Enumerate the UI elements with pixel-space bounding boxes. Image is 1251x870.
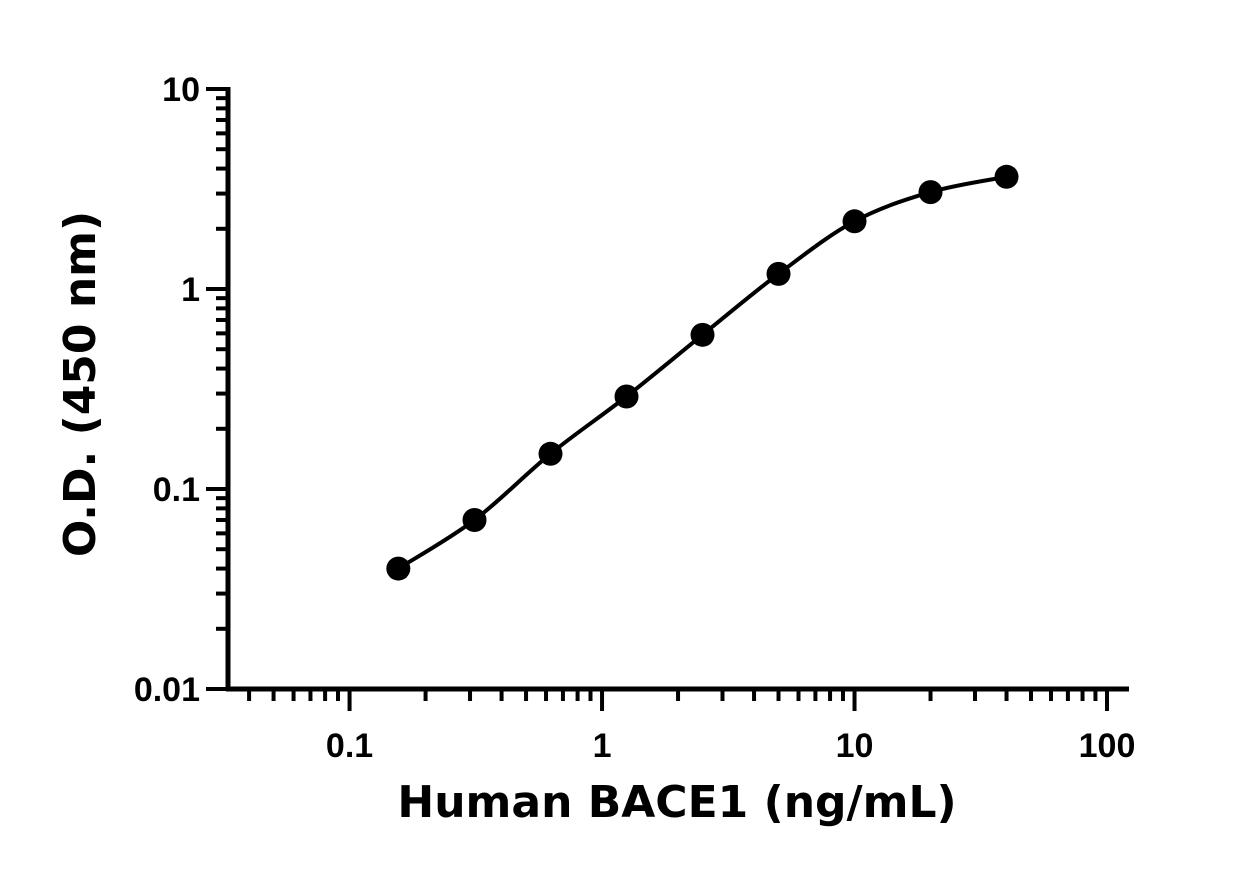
data-point xyxy=(690,322,715,347)
y-axis-title: O.D. (450 nm) xyxy=(55,211,106,557)
y-tick-label: 0.1 xyxy=(153,471,200,509)
x-axis-tick-labels: 0.1 1 10 100 xyxy=(326,727,1135,765)
x-tick-label: 0.1 xyxy=(326,727,373,765)
x-tick-label: 1 xyxy=(593,727,612,765)
axes: 0.01 0.1 1 10 0.1 1 10 100 xyxy=(134,71,1136,765)
y-tick-label: 10 xyxy=(162,71,200,109)
data-point xyxy=(386,556,411,581)
data-point xyxy=(842,209,867,234)
x-axis-title: Human BACE1 (ng/mL) xyxy=(397,777,956,828)
x-tick-label: 100 xyxy=(1079,727,1136,765)
data-points xyxy=(386,164,1019,581)
y-tick-label: 0.01 xyxy=(134,671,200,709)
data-point xyxy=(614,384,639,409)
fit-curve xyxy=(397,174,1007,571)
data-point xyxy=(918,180,943,205)
y-axis-ticks xyxy=(206,87,228,691)
plot-area xyxy=(386,164,1019,581)
data-point xyxy=(462,507,487,532)
x-axis-ticks xyxy=(247,689,1110,711)
data-point xyxy=(766,261,791,286)
y-axis-tick-labels: 0.01 0.1 1 10 xyxy=(134,71,200,709)
data-point xyxy=(538,441,563,466)
y-tick-label: 1 xyxy=(181,271,200,309)
data-point xyxy=(994,164,1019,189)
x-tick-label: 10 xyxy=(836,727,874,765)
